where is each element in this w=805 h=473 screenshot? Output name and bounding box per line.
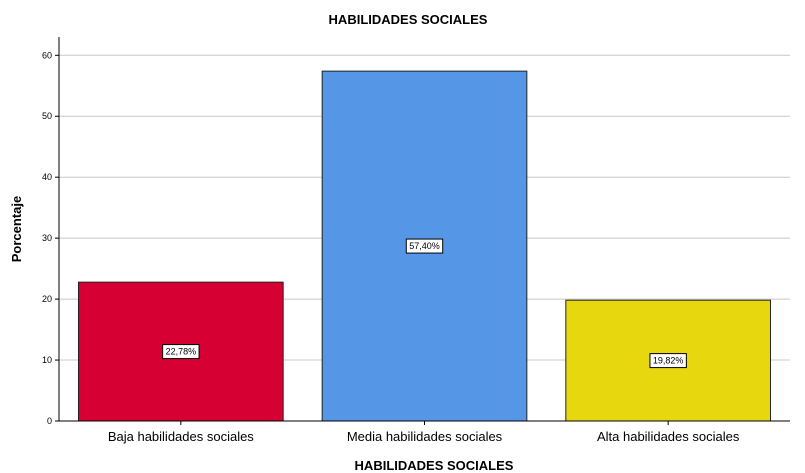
y-axis-title: Porcentaje	[9, 196, 24, 262]
category-labels: Baja habilidades sociales Media habilidad…	[108, 421, 740, 444]
y-axis-ticks: 0 10 20 30 40 50 60	[42, 50, 59, 426]
bars: 22,78% 57,40% 19,82%	[77, 70, 772, 422]
data-label: 57,40%	[409, 241, 440, 251]
category-label: Media habilidades sociales	[347, 429, 503, 444]
y-tick-label: 50	[42, 111, 52, 121]
y-tick-label: 60	[42, 50, 52, 60]
x-axis-title: HABILIDADES SOCIALES	[355, 458, 514, 473]
y-tick-label: 30	[42, 233, 52, 243]
data-label-box	[405, 238, 444, 254]
data-label: 19,82%	[653, 356, 684, 366]
chart-title: HABILIDADES SOCIALES	[329, 12, 488, 27]
data-label-box	[649, 353, 687, 369]
y-tick-label: 0	[47, 416, 52, 426]
category-label: Baja habilidades sociales	[108, 429, 254, 444]
y-tick-label: 40	[42, 172, 52, 182]
category-label: Alta habilidades sociales	[597, 429, 740, 444]
y-tick-label: 10	[42, 355, 52, 365]
y-tick-label: 20	[42, 294, 52, 304]
axes	[58, 37, 790, 422]
data-label-box	[162, 344, 200, 360]
data-label: 22,78%	[166, 347, 197, 357]
